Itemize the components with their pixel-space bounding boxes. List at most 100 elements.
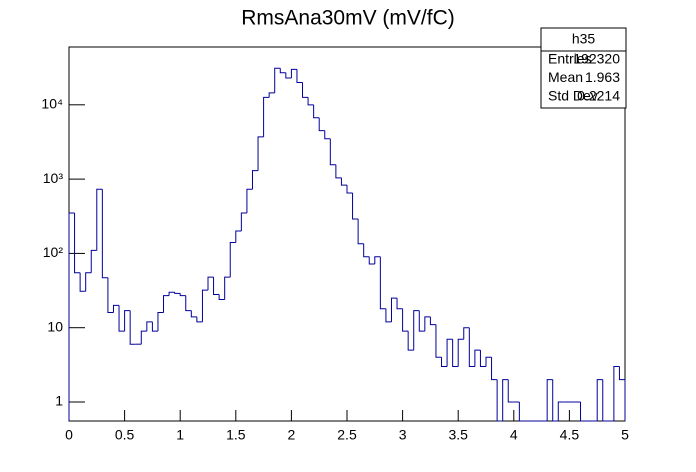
y-tick-label: 10²	[43, 244, 64, 260]
x-tick-label: 3.5	[448, 427, 468, 443]
histogram-bin	[602, 379, 609, 422]
histogram-bin	[213, 277, 220, 295]
stats-value: 0.2214	[577, 88, 620, 104]
histogram-bin	[124, 310, 131, 332]
chart-title: RmsAna30mV (mV/fC)	[241, 7, 455, 30]
histogram-bin	[340, 177, 347, 186]
histogram-bin	[346, 185, 353, 194]
histogram-bin	[246, 188, 253, 213]
histogram-bin	[235, 230, 242, 243]
x-tick-label: 2.5	[337, 427, 357, 443]
histogram-bin	[557, 401, 564, 421]
histogram-bin	[352, 193, 359, 220]
histogram-bin	[390, 297, 398, 322]
histogram-bin	[457, 338, 464, 367]
histogram-bin	[441, 357, 448, 368]
histogram-bin	[463, 327, 470, 340]
histogram-bin	[479, 350, 486, 368]
histogram-bin	[363, 243, 370, 258]
histogram-bin	[407, 331, 414, 351]
histogram-bin	[368, 256, 375, 265]
histogram-bin	[491, 357, 498, 381]
histogram-bin	[496, 379, 503, 422]
histogram-bin	[502, 379, 509, 421]
histogram-bin	[413, 310, 420, 351]
histogram-bin	[613, 366, 620, 421]
histogram-bin	[196, 316, 203, 323]
histogram-bin	[101, 189, 108, 279]
histogram-bin	[324, 130, 331, 140]
x-tick-label: 1	[176, 427, 184, 443]
histogram-bin	[201, 289, 208, 322]
histogram-bin	[257, 136, 264, 171]
histogram-bin	[251, 170, 259, 190]
histogram-bin	[218, 294, 225, 300]
x-tick-label: 2	[288, 427, 296, 443]
histogram-bin	[224, 276, 231, 300]
histogram-bin	[107, 277, 114, 314]
stats-label: Mean	[548, 69, 583, 85]
histogram-bin	[85, 272, 92, 292]
y-tick-label: 1	[55, 393, 63, 409]
histogram-bin	[507, 379, 514, 403]
y-tick-label: 10⁴	[41, 96, 63, 112]
histogram-bin	[290, 68, 297, 78]
x-tick-label: 0	[65, 427, 73, 443]
histogram-bin	[307, 97, 314, 106]
x-tick-label: 3	[399, 427, 407, 443]
histogram-bin	[396, 298, 403, 310]
histogram-bin	[546, 379, 553, 421]
histogram-bin	[118, 305, 125, 332]
histogram-bin	[151, 321, 158, 332]
y-tick-label: 10	[47, 318, 63, 334]
histogram-bin	[68, 212, 75, 421]
histogram-bin	[268, 92, 275, 98]
histogram-bin	[313, 104, 320, 119]
histogram-bin	[468, 327, 475, 368]
histogram-bin	[112, 304, 120, 313]
histogram-bin	[263, 96, 270, 137]
x-tick-label: 1.5	[226, 427, 246, 443]
histogram-bin	[596, 379, 603, 421]
histogram-bin	[329, 138, 336, 166]
histogram-bin	[229, 242, 236, 278]
stats-value: 192320	[573, 51, 620, 67]
histogram-bin	[335, 164, 342, 179]
x-tick-label: 4	[510, 427, 518, 443]
histogram-bin	[474, 349, 481, 367]
histogram-bin	[374, 256, 381, 265]
histogram-bin	[174, 292, 181, 294]
histogram-bin	[452, 339, 459, 368]
histogram-bin	[618, 366, 626, 421]
histogram-bin	[446, 338, 453, 367]
stats-label: Std Dev	[548, 88, 598, 104]
histogram-bin	[435, 324, 442, 358]
histogram-bin	[518, 402, 525, 422]
histogram-bin	[580, 402, 587, 422]
histogram-bin	[402, 308, 409, 332]
x-tick-label: 4.5	[560, 427, 580, 443]
histogram-bin	[179, 293, 186, 297]
histogram-bin	[129, 310, 136, 345]
histogram-bin	[140, 330, 147, 345]
histogram-bin	[379, 256, 386, 310]
stats-value: 1.963	[585, 69, 620, 85]
histogram-bin	[296, 69, 303, 83]
histogram-bin	[429, 316, 436, 326]
histogram-bin	[357, 219, 364, 245]
histogram-bin	[190, 310, 197, 318]
histogram-bin	[385, 308, 392, 323]
stats-label: Entries	[548, 51, 592, 67]
histogram-bin	[90, 249, 97, 273]
histogram-bin	[168, 291, 175, 296]
histogram-bin	[552, 379, 559, 422]
histogram-bin	[74, 212, 81, 274]
histogram-bin	[318, 117, 325, 132]
histogram-bin	[240, 212, 247, 232]
histogram-bin	[207, 276, 214, 291]
histogram-bin	[274, 67, 281, 93]
stats-box	[540, 27, 627, 109]
histogram-bin	[302, 82, 309, 98]
histogram-bin	[146, 321, 153, 332]
